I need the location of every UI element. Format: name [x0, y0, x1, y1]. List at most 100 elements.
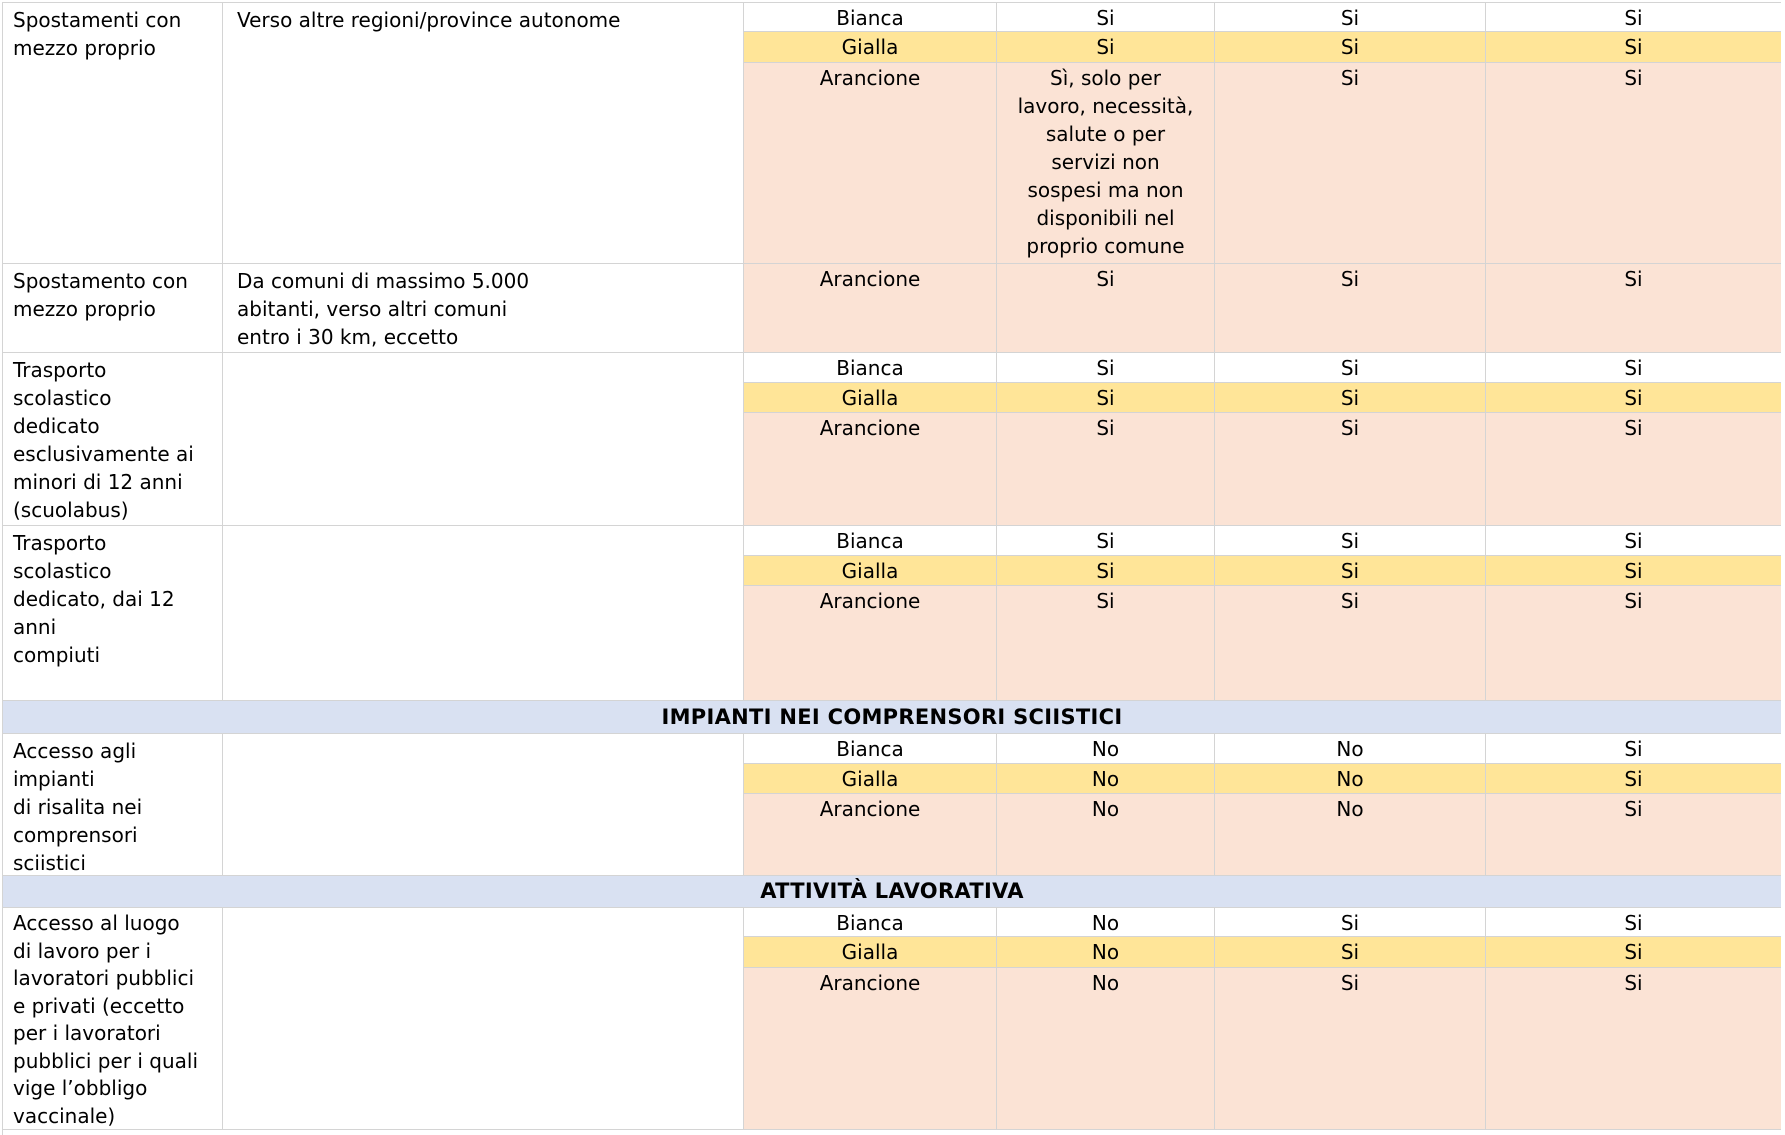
value-cell: Si: [1215, 556, 1486, 585]
row-spostamento-piccoli-comuni: Spostamento con mezzo proprio Da comuni …: [3, 264, 1781, 353]
zone-band-gialla: Gialla Si Si Si: [744, 382, 1781, 412]
zone-bands: Bianca No No Si Gialla No No Si Arancion…: [744, 734, 1781, 875]
value-cell: Si: [997, 526, 1215, 555]
zone-band-arancione: Arancione Sì, solo per lavoro, necessità…: [744, 62, 1781, 263]
zone-band-bianca: Bianca Si Si Si: [744, 526, 1781, 555]
value-cell: Si: [1624, 767, 1643, 791]
value-cell: Si: [997, 3, 1215, 31]
value-cell: Si: [1624, 529, 1643, 553]
value-cell: Si: [997, 32, 1215, 62]
value-cell: Si: [1624, 971, 1643, 995]
section-header-impianti-sciistici: IMPIANTI NEI COMPRENSORI SCIISTICI: [3, 701, 1781, 734]
zone-band-arancione: Arancione Si Si Si: [744, 412, 1781, 525]
value-cell: Si: [1215, 413, 1486, 525]
zone-cell: Bianca: [744, 908, 997, 936]
zone-bands: Bianca No Si Si Gialla No Si Si Arancion…: [744, 908, 1781, 1129]
zone-band-bianca: Bianca Si Si Si: [744, 353, 1781, 382]
value-cell: Si: [1215, 264, 1486, 352]
zone-bands: Arancione Si Si Si: [744, 264, 1781, 352]
row-spostamenti-regioni: Spostamenti con mezzo proprio Verso altr…: [3, 3, 1781, 264]
zone-band-gialla: Gialla No Si Si: [744, 936, 1781, 967]
zone-cell: Bianca: [744, 526, 997, 555]
zone-band-bianca: Bianca No Si Si: [744, 908, 1781, 936]
activity-cell: Accesso al luogo di lavoro per i lavorat…: [3, 908, 223, 1129]
value-cell: No: [1215, 764, 1486, 793]
value-cell: No: [1215, 794, 1486, 875]
value-cell: Si: [1624, 6, 1643, 30]
value-cell: Si: [1215, 937, 1486, 967]
value-cell: Si: [1624, 386, 1643, 410]
value-cell: Si: [1215, 32, 1486, 62]
zone-cell: Gialla: [744, 937, 997, 967]
description-cell: [223, 734, 744, 875]
zone-cell: Arancione: [744, 63, 997, 263]
zone-cell: Bianca: [744, 353, 997, 382]
zone-band-arancione: Arancione No Si Si: [744, 967, 1781, 1129]
value-cell: Si: [1624, 35, 1643, 59]
value-cell: Si: [1624, 940, 1643, 964]
zone-band-bianca: Bianca Si Si Si: [744, 3, 1781, 31]
value-cell: Si: [1215, 63, 1486, 263]
zone-band-gialla: Gialla Si Si Si: [744, 555, 1781, 585]
zone-cell: Arancione: [744, 264, 997, 352]
value-cell: No: [997, 937, 1215, 967]
value-cell: Si: [1624, 559, 1643, 583]
value-cell: Si: [997, 586, 1215, 700]
value-cell: Si: [1624, 267, 1643, 291]
activity-cell: Trasporto scolastico dedicato esclusivam…: [3, 353, 223, 525]
description-cell: Da comuni di massimo 5.000 abitanti, ver…: [223, 264, 744, 352]
zone-bands: Bianca Si Si Si Gialla Si Si Si Arancion…: [744, 526, 1781, 700]
zone-band-gialla: Gialla No No Si: [744, 763, 1781, 793]
value-cell: No: [1215, 734, 1486, 763]
value-cell: Si: [1624, 737, 1643, 761]
zone-cell: Arancione: [744, 794, 997, 875]
zone-cell: Gialla: [744, 764, 997, 793]
value-cell: Si: [997, 413, 1215, 525]
row-accesso-impianti-risalita: Accesso agli impianti di risalita nei co…: [3, 734, 1781, 876]
row-trasporto-dai-12-anni: Trasporto scolastico dedicato, dai 12 an…: [3, 526, 1781, 701]
row-accesso-luogo-lavoro: Accesso al luogo di lavoro per i lavorat…: [3, 908, 1781, 1130]
zone-band-gialla: Gialla Si Si Si: [744, 31, 1781, 62]
value-cell: No: [997, 794, 1215, 875]
zone-band-arancione: Arancione Si Si Si: [744, 264, 1781, 352]
value-cell: Si: [997, 353, 1215, 382]
description-cell: [223, 908, 744, 1129]
zone-cell: Gialla: [744, 383, 997, 412]
zone-cell: Arancione: [744, 413, 997, 525]
zone-cell: Gialla: [744, 32, 997, 62]
zone-bands: Bianca Si Si Si Gialla Si Si Si Arancion…: [744, 3, 1781, 263]
zone-cell: Bianca: [744, 3, 997, 31]
value-cell: Si: [1624, 797, 1643, 821]
activity-cell: Trasporto scolastico dedicato, dai 12 an…: [3, 526, 223, 700]
activity-cell: Accesso agli impianti di risalita nei co…: [3, 734, 223, 875]
description-cell: [223, 526, 744, 700]
value-cell: Si: [1624, 66, 1643, 90]
activity-cell: Spostamento con mezzo proprio: [3, 264, 223, 352]
description-cell: [223, 353, 744, 525]
zone-cell: Bianca: [744, 734, 997, 763]
bottom-margin: [3, 1130, 1781, 1135]
value-cell: No: [997, 968, 1215, 1129]
zone-cell: Arancione: [744, 586, 997, 700]
value-cell: Si: [1215, 586, 1486, 700]
zone-band-arancione: Arancione Si Si Si: [744, 585, 1781, 700]
zone-band-arancione: Arancione No No Si: [744, 793, 1781, 875]
zone-bands: Bianca Si Si Si Gialla Si Si Si Arancion…: [744, 353, 1781, 525]
value-cell: Si: [997, 383, 1215, 412]
value-cell: Si: [1624, 911, 1643, 935]
value-cell: Si: [997, 264, 1215, 352]
section-header-attivita-lavorativa: ATTIVITÀ LAVORATIVA: [3, 876, 1781, 908]
value-cell: Si: [1624, 589, 1643, 613]
value-cell: Si: [1215, 908, 1486, 936]
zone-cell: Gialla: [744, 556, 997, 585]
zone-cell: Arancione: [744, 968, 997, 1129]
value-cell: Si: [1624, 356, 1643, 380]
zone-band-bianca: Bianca No No Si: [744, 734, 1781, 763]
activity-cell: Spostamenti con mezzo proprio: [3, 3, 223, 263]
row-trasporto-scuolabus: Trasporto scolastico dedicato esclusivam…: [3, 353, 1781, 526]
value-cell: Sì, solo per lavoro, necessità, salute o…: [997, 63, 1215, 263]
value-cell: Si: [1215, 3, 1486, 31]
description-cell: Verso altre regioni/province autonome: [223, 3, 744, 263]
value-cell: Si: [1624, 416, 1643, 440]
